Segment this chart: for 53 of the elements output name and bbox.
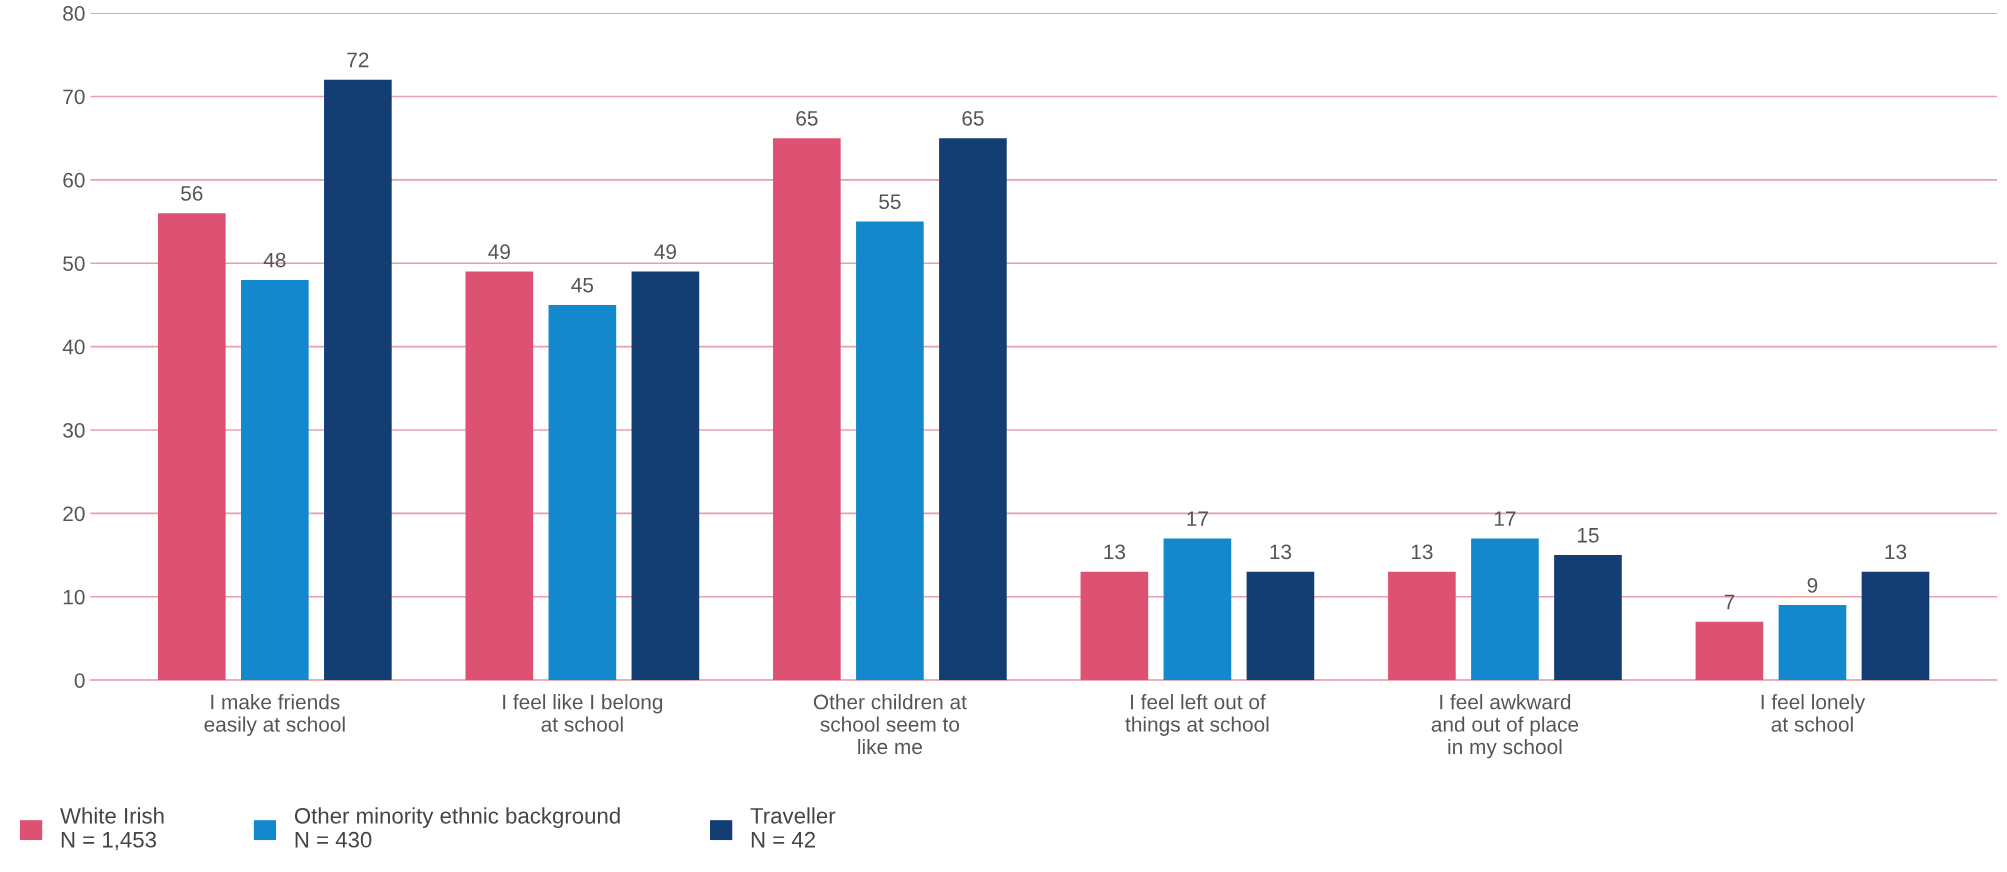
y-tick-label: 10 [63, 589, 85, 605]
data-label: 72 [347, 52, 369, 68]
bar [1554, 555, 1622, 681]
data-label: 9 [1807, 577, 1818, 593]
bar [856, 221, 924, 681]
data-label: 49 [654, 244, 676, 260]
y-tick-label: 80 [63, 6, 85, 21]
bar [548, 304, 617, 681]
data-label: 65 [796, 110, 818, 126]
legend-label: White Irish N = 1,453 [60, 807, 164, 851]
bar [465, 271, 534, 681]
bar [1246, 571, 1315, 681]
bar [157, 213, 226, 681]
y-tick-label: 60 [63, 172, 85, 188]
y-tick-label: 20 [63, 506, 85, 522]
y-tick-label: 30 [63, 423, 85, 438]
data-label: 17 [1494, 511, 1516, 526]
bar [241, 279, 309, 681]
data-label: 13 [1270, 544, 1292, 560]
data-label: 56 [181, 186, 203, 201]
bar [1080, 571, 1149, 681]
y-tick-label: 70 [63, 89, 85, 105]
x-tick-label: I make friends easily at school [204, 694, 345, 736]
x-tick-label: I feel like I belong at school [503, 694, 663, 732]
legend-label: Other minority ethnic background N = 430 [294, 807, 620, 848]
data-label: 13 [1885, 544, 1907, 560]
x-tick-label: I feel lonely at school [1761, 694, 1866, 732]
x-tick-label: Other children at school seem to like me [813, 694, 967, 755]
bar [1778, 605, 1847, 681]
legend-label: Traveller N = 42 [750, 807, 836, 848]
data-label: 55 [879, 194, 901, 210]
y-tick-label: 40 [62, 339, 85, 355]
data-label: 49 [488, 244, 510, 260]
data-label: 13 [1411, 544, 1433, 560]
y-tick-label: 50 [63, 256, 85, 271]
data-label: 7 [1724, 594, 1735, 610]
y-tick-label: 0 [74, 673, 85, 688]
bar [939, 138, 1007, 681]
bar [1695, 621, 1764, 681]
x-tick-label: I feel awkward and out of place in my school [1431, 694, 1579, 759]
data-label: 45 [571, 277, 594, 293]
bar [631, 271, 700, 681]
bar [324, 79, 392, 681]
bar [773, 138, 841, 681]
data-label: 15 [1577, 528, 1599, 543]
bar [1861, 571, 1930, 681]
data-label: 13 [1104, 544, 1126, 560]
bar [1163, 538, 1232, 681]
bar [1388, 571, 1456, 681]
data-label: 17 [1187, 511, 1208, 526]
bar [1471, 538, 1539, 681]
x-tick-label: I feel left out of things at school [1125, 694, 1269, 736]
data-label: 65 [962, 110, 984, 126]
